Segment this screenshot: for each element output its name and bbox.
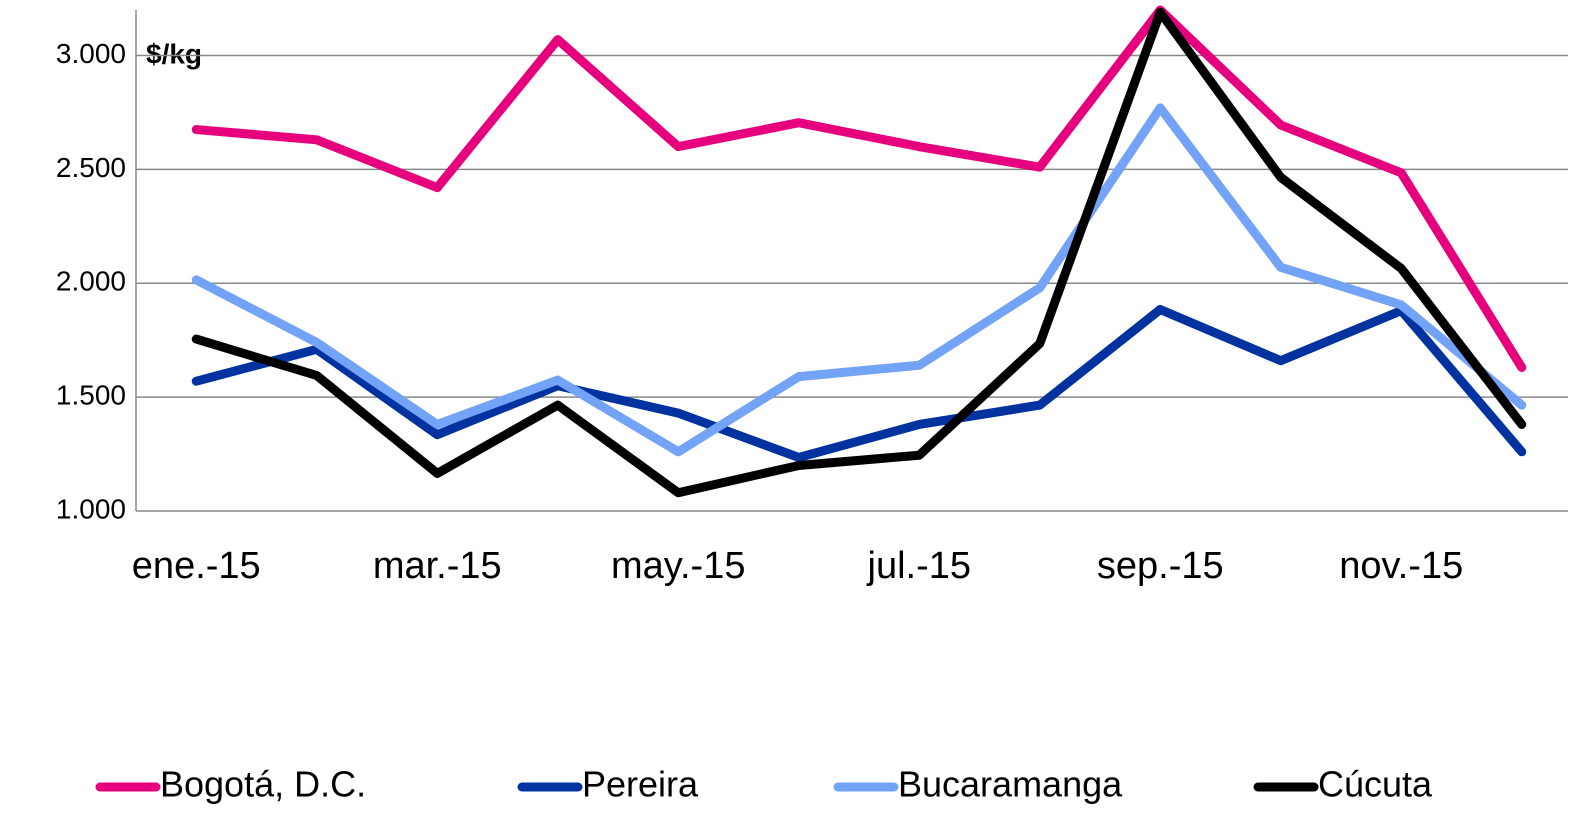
x-tick-label: sep.-15	[1097, 545, 1224, 587]
x-tick-label: may.-15	[611, 545, 745, 587]
y-tick-label: 2.500	[56, 152, 126, 183]
x-tick-label: ene.-15	[132, 545, 261, 587]
x-tick-label: jul.-15	[867, 545, 972, 587]
series-line	[191, 103, 1527, 457]
y-tick-label: 1.000	[56, 493, 126, 524]
y-unit-label: $/kg	[146, 38, 202, 69]
x-tick-label: mar.-15	[373, 545, 502, 587]
series-line	[191, 304, 1527, 462]
legend-label: Bucaramanga	[898, 764, 1123, 805]
y-tick-label: 3.000	[56, 38, 126, 69]
legend-label: Cúcuta	[1318, 764, 1433, 805]
y-tick-label: 1.500	[56, 380, 126, 411]
legend-label: Bogotá, D.C.	[160, 764, 366, 805]
x-tick-label: nov.-15	[1339, 545, 1463, 587]
series-line	[191, 5, 1527, 373]
legend-label: Pereira	[582, 764, 699, 805]
series-line	[191, 7, 1527, 498]
y-tick-label: 2.000	[56, 266, 126, 297]
